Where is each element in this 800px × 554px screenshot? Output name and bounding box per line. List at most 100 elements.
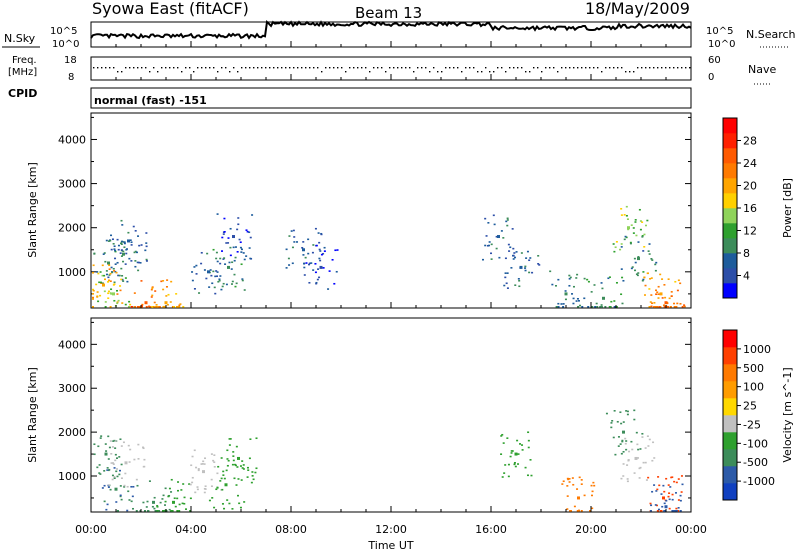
scatter-cell	[193, 288, 196, 290]
freq-dot	[553, 67, 555, 69]
scatter-cell	[636, 443, 639, 446]
scatter-cell	[248, 247, 251, 249]
frequency-strip: 18 8 60 0	[64, 55, 721, 83]
scatter-cell	[221, 250, 224, 252]
scatter-cell	[513, 252, 516, 254]
scatter-cell	[223, 257, 226, 259]
freq-dot	[485, 67, 487, 69]
scatter-cell	[118, 473, 121, 476]
scatter-cell	[236, 228, 239, 231]
freq-dot	[525, 71, 527, 73]
scatter-cell	[564, 290, 567, 292]
scatter-cell	[176, 510, 179, 512]
scatter-cell	[92, 298, 94, 300]
time-axis-ticks: 00:00 04:00 08:00 12:00 16:00 20:00 00:00	[75, 41, 707, 536]
scatter-cell	[580, 510, 583, 512]
scatter-cell	[110, 453, 113, 455]
scatter-cell	[167, 293, 170, 296]
scatter-cell	[517, 463, 520, 465]
scatter-cell	[576, 273, 579, 276]
freq-dot	[329, 67, 331, 69]
freq-dot	[413, 71, 415, 73]
freq-dot	[357, 67, 359, 69]
scatter-cell	[635, 273, 638, 275]
scatter-cell	[119, 285, 122, 287]
scatter-cell	[571, 293, 574, 295]
scatter-cell	[193, 449, 196, 452]
data-point	[112, 292, 115, 296]
scatter-cell	[304, 256, 307, 259]
scatter-cell	[103, 484, 106, 487]
scatter-cell	[255, 467, 258, 470]
scatter-cell	[631, 448, 634, 451]
scatter-cell	[651, 259, 654, 261]
scatter-cell	[93, 453, 96, 456]
scatter-cell	[664, 296, 667, 299]
scatter-cell	[111, 238, 114, 241]
freq-dot	[681, 67, 683, 69]
scatter-cell	[215, 270, 218, 272]
scatter-cell	[224, 263, 227, 265]
scatter-cell	[625, 205, 628, 208]
scatter-cell	[240, 251, 243, 253]
colorbar-tick-label: 500	[743, 362, 764, 375]
scatter-cell	[642, 271, 645, 273]
scatter-cell	[143, 465, 146, 468]
scatter-cell	[657, 293, 660, 295]
freq-dot	[645, 67, 647, 69]
scatter-cell	[170, 491, 173, 493]
freq-dot	[289, 67, 291, 69]
scatter-cell	[629, 241, 632, 244]
data-point	[144, 301, 148, 305]
scatter-cell	[508, 250, 511, 252]
scatter-cell	[116, 238, 119, 241]
scatter-cell	[120, 255, 123, 257]
scatter-cell	[122, 260, 125, 263]
scatter-cell	[115, 457, 118, 459]
scatter-cell	[639, 466, 642, 469]
scatter-cell	[645, 479, 648, 481]
scatter-cell	[101, 282, 104, 284]
noise-tick-low-left: 10^0	[52, 39, 79, 50]
scatter-cell	[169, 301, 172, 303]
scatter-cell	[130, 260, 133, 262]
freq-dot	[269, 67, 271, 69]
scatter-cell	[151, 306, 154, 308]
scatter-cell	[641, 279, 644, 282]
data-point	[664, 301, 668, 305]
data-point	[634, 456, 638, 460]
scatter-cell	[654, 263, 657, 266]
range-tick-label: 1000	[58, 470, 86, 483]
scatter-cell	[109, 239, 112, 242]
scatter-cell	[108, 446, 111, 449]
freq-dot	[533, 67, 535, 69]
scatter-cell	[220, 288, 223, 291]
scatter-cell	[577, 306, 580, 308]
scatter-cell	[254, 471, 257, 474]
scatter-cell	[620, 293, 623, 296]
scatter-cell	[644, 224, 647, 227]
freq-dot	[333, 67, 335, 69]
scatter-cell	[113, 475, 116, 478]
scatter-cell	[507, 463, 510, 466]
scatter-cell	[114, 249, 117, 252]
scatter-cell	[637, 448, 640, 451]
scatter-cell	[331, 258, 334, 261]
scatter-cell	[215, 257, 218, 260]
scatter-cell	[155, 303, 158, 306]
freq-dot	[321, 71, 323, 73]
range-tick-label: 3000	[58, 178, 86, 191]
colorbar-tick-label: 1000	[743, 343, 771, 356]
scatter-cell	[302, 254, 305, 256]
scatter-cell	[108, 468, 111, 471]
scatter-cell	[245, 229, 248, 231]
time-tick-label: 16:00	[475, 523, 507, 536]
freq-dot	[281, 67, 283, 69]
scatter-cell	[215, 488, 218, 491]
scatter-cell	[501, 433, 504, 436]
power-colorbar-label: Power [dB]	[781, 178, 794, 238]
scatter-cell	[145, 260, 148, 262]
velocity-colorbar-ticks: 1000 500 100 25 -25 -100 -500 -1000	[737, 343, 775, 488]
colorbar-cell	[723, 449, 737, 467]
freq-dot	[497, 67, 499, 69]
